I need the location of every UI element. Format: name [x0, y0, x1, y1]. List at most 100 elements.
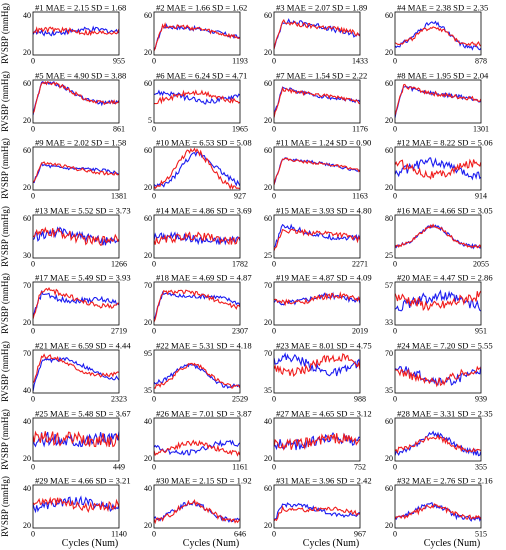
- series-line-a: [274, 18, 360, 49]
- x-tick-label: 2055: [473, 260, 489, 269]
- chart-panel-20: #20 MAE = 4.47 SD = 2.86 57 330 951: [385, 273, 493, 336]
- series-group: [395, 430, 481, 457]
- y-tick-label: 20: [385, 454, 393, 463]
- series-group: [274, 352, 360, 377]
- y-axis-label: RVSBP (mmHg): [0, 273, 10, 334]
- x-tick-label: 0: [152, 260, 156, 269]
- y-axis-label: RVSBP (mmHg): [0, 71, 10, 132]
- x-tick-label: 0: [272, 260, 276, 269]
- x-tick-label: 2529: [232, 395, 248, 404]
- y-tick-label: 40: [23, 417, 31, 426]
- series-group: [395, 289, 481, 312]
- panel-title: #10 MAE = 6.53 SD = 5.08: [156, 138, 252, 148]
- panel-title: #4 MAE = 2.38 SD = 2.35: [397, 3, 488, 13]
- x-tick-label: 0: [152, 57, 156, 66]
- series-line-b: [274, 505, 360, 522]
- series-group: [274, 502, 360, 522]
- panel-title: #17 MAE = 5.49 SD = 3.93: [35, 273, 131, 283]
- series-line-b: [395, 158, 481, 180]
- plot-frame: [394, 11, 482, 56]
- x-tick-label: 939: [475, 395, 487, 404]
- y-tick-label: 20: [144, 183, 152, 192]
- series-line-a: [274, 223, 360, 248]
- series-line-a: [395, 85, 481, 118]
- y-tick-label: 70: [264, 281, 272, 290]
- x-tick-label: 988: [354, 395, 366, 404]
- series-line-b: [154, 22, 240, 51]
- y-axis-label: RVSBP (mmHg): [0, 206, 10, 267]
- panel-title: #12 MAE = 8.22 SD = 5.06: [397, 138, 493, 148]
- panel-title: #23 MAE = 8.01 SD = 4.75: [276, 341, 372, 351]
- series-line-b: [395, 433, 481, 454]
- series-line-b: [154, 89, 240, 105]
- x-tick-label: 0: [393, 192, 397, 201]
- y-tick-label: 60: [23, 146, 31, 155]
- x-tick-label: 0: [393, 260, 397, 269]
- chart-panel-7: #7 MAE = 1.54 SD = 2.22 60 200 1176: [264, 71, 368, 134]
- y-tick-label: 35: [385, 386, 393, 395]
- y-tick-label: 40: [144, 417, 152, 426]
- chart-panel-28: #28 MAE = 3.31 SD = 2.35 60 200 355: [385, 409, 493, 472]
- x-tick-label: 0: [152, 530, 156, 539]
- y-tick-label: 40: [23, 386, 31, 395]
- chart-panel-9: #9 MAE = 2.02 SD = 1.58 60 200 1381 RVSBP (m…: [0, 138, 127, 201]
- y-tick-label: 20: [23, 454, 31, 463]
- x-tick-label: 1266: [111, 260, 127, 269]
- y-tick-label: 20: [23, 318, 31, 327]
- x-tick-label: 967: [354, 530, 366, 539]
- panel-title: #26 MAE = 7.01 SD = 3.87: [156, 409, 252, 419]
- series-line-a: [154, 363, 240, 389]
- series-line-b: [33, 496, 119, 513]
- x-tick-label: 0: [31, 327, 35, 336]
- chart-panel-8: #8 MAE = 1.95 SD = 2.04 60 200 1301: [385, 71, 489, 134]
- series-line-b: [395, 83, 481, 116]
- series-line-b: [33, 286, 119, 320]
- series-line-a: [33, 495, 119, 514]
- series-line-b: [274, 433, 360, 451]
- x-axis-label: Cycles (Num): [424, 538, 480, 549]
- series-line-a: [33, 226, 119, 246]
- y-axis-label: RVSBP (mmHg): [0, 409, 10, 470]
- series-group: [154, 231, 240, 246]
- x-tick-label: 2019: [352, 327, 368, 336]
- x-tick-label: 1965: [232, 125, 248, 134]
- y-tick-label: 60: [23, 214, 31, 223]
- chart-panel-1: #1 MAE = 2.15 SD = 1.68 40 200 955 RVSBP (mm…: [0, 3, 126, 66]
- plot-frame: [153, 214, 241, 259]
- y-axis-label: RVSBP (mmHg): [0, 476, 10, 537]
- plot-frame: [394, 146, 482, 191]
- series-line-a: [395, 157, 481, 181]
- y-tick-label: 20: [23, 183, 31, 192]
- chart-panel-17: #17 MAE = 5.49 SD = 3.93 70 200 2719 RVSBP (…: [0, 273, 131, 336]
- x-axis-label: Cycles (Num): [183, 538, 239, 549]
- y-axis-label: RVSBP (mmHg): [0, 138, 10, 199]
- y-tick-label: 40: [23, 11, 31, 20]
- series-line-a: [154, 290, 240, 320]
- series-line-b: [274, 86, 360, 118]
- series-group: [274, 431, 360, 451]
- series-group: [154, 289, 240, 323]
- x-tick-label: 0: [31, 463, 35, 472]
- y-tick-label: 60: [385, 146, 393, 155]
- y-tick-label: 60: [264, 484, 272, 493]
- plot-frame: [32, 484, 120, 529]
- x-tick-label: 1176: [352, 125, 368, 134]
- chart-panel-30: #30 MAE = 2.15 SD = 1.92 40 200 646: [144, 476, 252, 539]
- plot-frame: [273, 79, 361, 124]
- x-tick-label: 2271: [352, 260, 368, 269]
- series-line-b: [33, 161, 119, 183]
- chart-panel-26: #26 MAE = 7.01 SD = 3.87 40 200 1161: [144, 409, 252, 472]
- panel-title: #18 MAE = 4.69 SD = 4.87: [156, 273, 252, 283]
- panel-title: #25 MAE = 5.48 SD = 3.67: [35, 409, 131, 419]
- x-tick-label: 2307: [232, 327, 248, 336]
- series-line-b: [274, 157, 360, 186]
- plot-frame: [273, 281, 361, 326]
- y-tick-label: 20: [144, 48, 152, 57]
- series-group: [33, 161, 119, 184]
- plot-frame: [32, 11, 120, 56]
- y-tick-label: 20: [264, 318, 272, 327]
- series-line-b: [33, 26, 119, 37]
- plot-frame: [153, 484, 241, 529]
